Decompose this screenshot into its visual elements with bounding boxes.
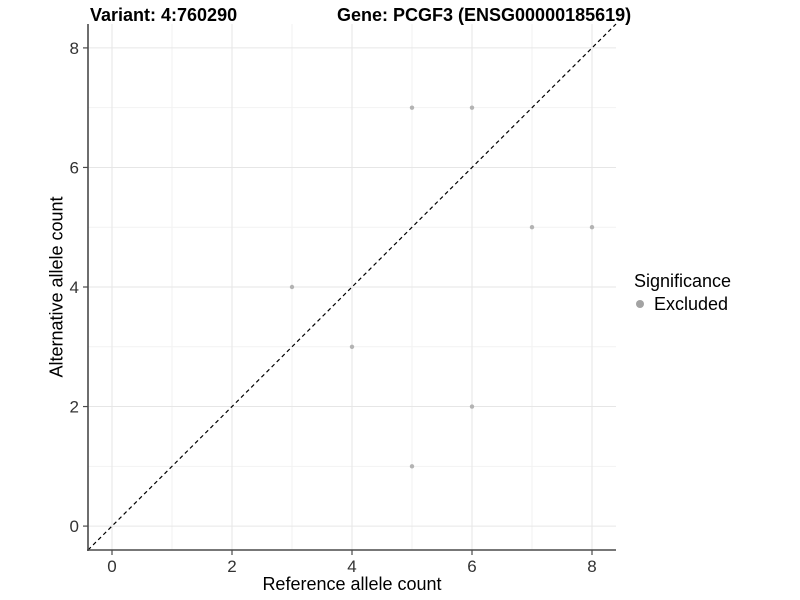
legend-item-excluded: Excluded bbox=[634, 294, 731, 314]
legend: Significance Excluded bbox=[634, 271, 731, 314]
data-point bbox=[529, 225, 535, 230]
x-tick-label: 4 bbox=[347, 557, 356, 576]
y-tick-label: 0 bbox=[70, 517, 79, 536]
x-tick-label: 8 bbox=[587, 557, 596, 576]
data-point bbox=[289, 284, 295, 290]
legend-title: Significance bbox=[634, 271, 732, 291]
y-tick-label: 6 bbox=[70, 158, 79, 177]
plot-title-gene: Gene: PCGF3 (ENSG00000185619) bbox=[337, 5, 632, 25]
legend-item-label: Excluded bbox=[654, 293, 729, 314]
x-tick-label: 0 bbox=[107, 557, 116, 576]
y-tick-label: 8 bbox=[70, 39, 79, 58]
x-axis-title: Reference allele count bbox=[262, 574, 442, 594]
x-tick-label: 6 bbox=[467, 557, 476, 576]
y-tick-label: 4 bbox=[70, 278, 79, 297]
data-point bbox=[409, 105, 415, 110]
y-axis-title: Alternative allele count bbox=[46, 196, 67, 378]
legend-point-icon bbox=[636, 300, 644, 308]
data-point bbox=[589, 225, 595, 230]
data-point bbox=[469, 105, 475, 110]
plot-title-variant: Variant: 4:760290 bbox=[90, 5, 238, 25]
y-tick-label: 2 bbox=[70, 398, 79, 417]
data-point bbox=[469, 404, 475, 409]
x-tick-label: 2 bbox=[227, 557, 236, 576]
identity-line bbox=[87, 23, 617, 551]
data-point bbox=[349, 344, 355, 349]
data-point bbox=[409, 464, 415, 469]
